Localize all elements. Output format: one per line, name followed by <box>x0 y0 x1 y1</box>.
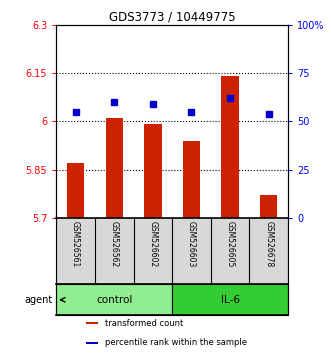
Bar <box>221 76 239 218</box>
Text: GSM526562: GSM526562 <box>110 221 119 267</box>
Text: IL-6: IL-6 <box>220 295 240 305</box>
Text: GSM526561: GSM526561 <box>71 221 80 267</box>
Text: agent: agent <box>24 295 52 305</box>
Bar <box>56 284 172 315</box>
Bar <box>144 125 162 218</box>
Bar <box>86 322 98 324</box>
Title: GDS3773 / 10449775: GDS3773 / 10449775 <box>109 11 235 24</box>
Bar <box>183 141 200 218</box>
Text: GSM526605: GSM526605 <box>225 221 235 268</box>
Text: control: control <box>96 295 132 305</box>
Text: GSM526602: GSM526602 <box>148 221 157 267</box>
Bar <box>67 163 84 218</box>
Text: percentile rank within the sample: percentile rank within the sample <box>105 338 247 347</box>
Text: transformed count: transformed count <box>105 319 183 328</box>
Bar <box>260 195 277 218</box>
Bar <box>106 118 123 218</box>
Text: GSM526678: GSM526678 <box>264 221 273 267</box>
Text: GSM526603: GSM526603 <box>187 221 196 268</box>
Bar <box>172 284 288 315</box>
Bar <box>86 342 98 344</box>
